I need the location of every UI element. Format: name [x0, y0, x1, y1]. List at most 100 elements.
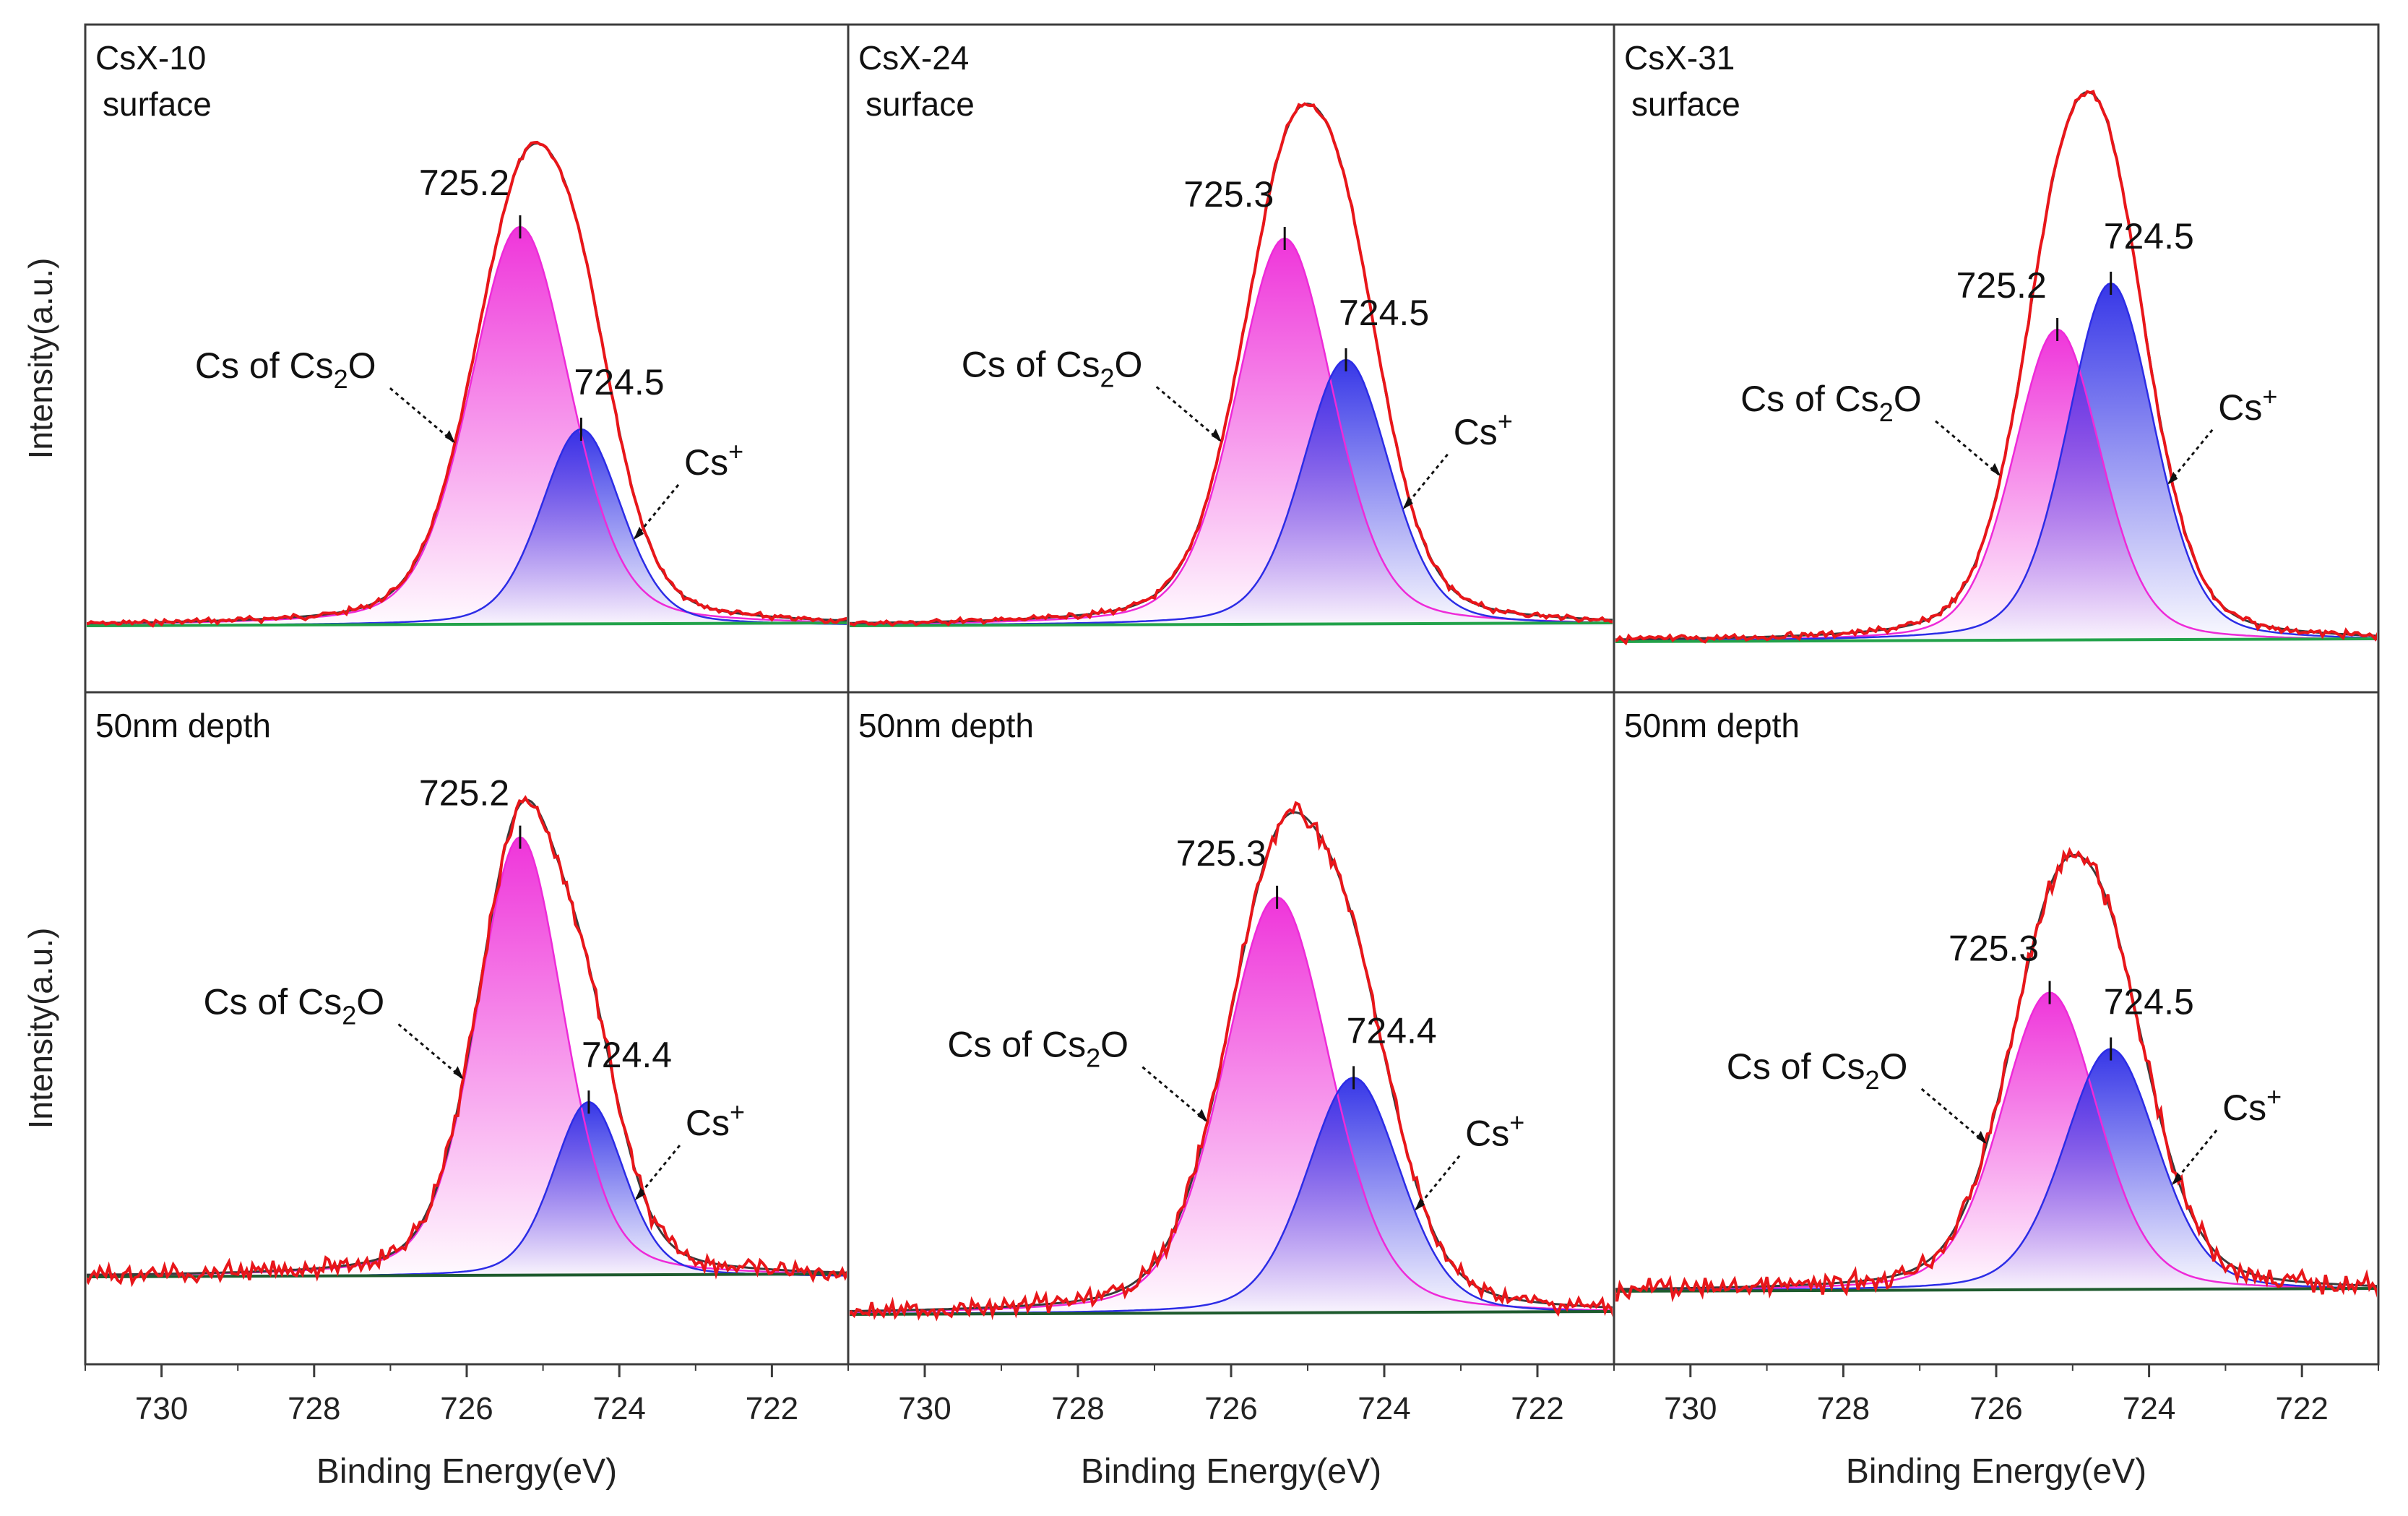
baseline — [850, 621, 1613, 627]
xps-panel: 725.2 Cs of Cs2O 724.5 Cs+ CsX-10 surface — [87, 39, 847, 628]
x-tick-label: 722 — [1511, 1391, 1563, 1426]
x-axis-label: Binding Energy(eV) — [1846, 1452, 2146, 1491]
x-tick-label: 730 — [898, 1391, 951, 1426]
x-tick-label: 728 — [1817, 1391, 1870, 1426]
cs2o-component-line — [850, 896, 1613, 1313]
plot-area — [850, 102, 1613, 627]
panel-subtitle: surface — [866, 85, 975, 123]
csplus-component-fill — [1615, 1048, 2377, 1291]
x-tick-label: 728 — [1051, 1391, 1104, 1426]
y-axis-label: Intensity(a.u.) — [22, 258, 59, 460]
x-tick-label: 722 — [2275, 1391, 2328, 1426]
plot-area — [87, 140, 847, 628]
raw-spectrum — [850, 102, 1613, 627]
csplus-peak-label: 724.5 — [1339, 293, 1429, 333]
arrow-head — [634, 1187, 645, 1201]
x-tick-label: 726 — [440, 1391, 493, 1426]
panel-subtitle: surface — [103, 85, 212, 123]
xps-panel: 725.3 Cs of Cs2O 724.4 Cs+ 50nm depth — [850, 707, 1613, 1322]
cs2o-name-label: Cs of Cs2O — [1740, 379, 1922, 427]
x-tick-label: 724 — [1358, 1391, 1410, 1426]
label-leader — [1920, 1088, 1988, 1145]
panel-title: CsX-31 — [1624, 39, 1735, 77]
panel-title: 50nm depth — [858, 707, 1034, 744]
cs2o-peak-label: 725.2 — [419, 163, 509, 203]
panel-title: CsX-24 — [858, 39, 969, 77]
x-tick-label: 722 — [746, 1391, 798, 1426]
x-tick-label: 730 — [135, 1391, 188, 1426]
raw-spectrum — [87, 140, 847, 628]
plot-area — [850, 801, 1613, 1322]
raw-spectrum — [1615, 847, 2377, 1303]
label-leader — [1155, 386, 1222, 443]
cs2o-component-line — [850, 237, 1613, 625]
cs2o-name-label: Cs of Cs2O — [195, 345, 376, 394]
label-leader — [1142, 1066, 1209, 1123]
arrow-head — [453, 1066, 464, 1080]
xps-panel: 725.2 Cs of Cs2O 724.5 Cs+ CsX-31 surface — [1615, 39, 2377, 646]
label-leader — [389, 387, 456, 444]
x-tick-label: 726 — [1969, 1391, 2022, 1426]
csplus-peak-label: 724.4 — [1347, 1010, 1437, 1051]
cs2o-peak-label: 725.3 — [1183, 174, 1274, 215]
arrow-head — [1402, 496, 1413, 509]
arrow-head — [444, 430, 455, 444]
x-tick-label: 728 — [288, 1391, 340, 1426]
label-leader — [397, 1023, 465, 1080]
arrow-head — [2172, 1172, 2183, 1186]
csplus-peak-label: 724.4 — [582, 1035, 672, 1075]
csplus-name-label: Cs+ — [686, 1097, 745, 1143]
x-tick-label: 726 — [1204, 1391, 1257, 1426]
xps-panel: 725.2 Cs of Cs2O 724.4 Cs+ 50nm depth — [87, 707, 847, 1288]
panels-group: 725.2Cs of Cs2O 724.5Cs+CsX-10surface725.… — [87, 39, 2377, 1322]
arrow-head — [1990, 462, 2001, 476]
label-leader — [1935, 420, 2002, 477]
cs2o-component-fill — [1615, 330, 2377, 642]
arrow-head — [1197, 1108, 1208, 1122]
xps-panel: 725.3 Cs of Cs2O 724.5 Cs+ CsX-24 surface — [850, 39, 1613, 627]
x-axis-label: Binding Energy(eV) — [316, 1452, 617, 1491]
x-tick-label: 730 — [1664, 1391, 1717, 1426]
panel-title: CsX-10 — [95, 39, 206, 77]
arrow-head — [1211, 428, 1222, 442]
arrow-head — [1415, 1197, 1425, 1211]
y-axis-label: Intensity(a.u.) — [22, 928, 59, 1129]
csplus-peak-label: 724.5 — [574, 362, 664, 402]
baseline — [1615, 637, 2377, 643]
cs2o-peak-label: 725.2 — [1956, 265, 2047, 306]
plot-area — [1615, 90, 2377, 646]
x-tick-label: 724 — [592, 1391, 645, 1426]
raw-spectrum — [1615, 90, 2377, 646]
panel-title: 50nm depth — [1624, 707, 1800, 744]
panel-title: 50nm depth — [95, 707, 271, 744]
csplus-peak-label: 724.5 — [2104, 982, 2194, 1022]
cs2o-component-fill — [850, 897, 1613, 1314]
csplus-name-label: Cs+ — [1465, 1108, 1524, 1154]
plot-area — [1615, 847, 2377, 1303]
raw-spectrum — [87, 795, 847, 1288]
csplus-component-fill — [850, 1077, 1613, 1314]
x-tick-label: 724 — [2123, 1391, 2175, 1426]
x-axis-label: Binding Energy(eV) — [1081, 1452, 1381, 1491]
outer-axes-group: 730 728 726 724 722 Binding Energy(eV) 730 728 7… — [22, 23, 2380, 1491]
csplus-name-label: Cs+ — [2218, 382, 2277, 428]
baseline — [850, 1310, 1613, 1316]
panel-subtitle: surface — [1631, 85, 1740, 123]
cs2o-peak-label: 725.3 — [1949, 929, 2039, 969]
cs2o-peak-label: 725.2 — [419, 773, 509, 814]
cs2o-name-label: Cs of Cs2O — [962, 344, 1143, 392]
cs2o-name-label: Cs of Cs2O — [1727, 1046, 1908, 1095]
cs2o-component-fill — [1615, 992, 2377, 1291]
csplus-name-label: Cs+ — [1454, 406, 1513, 452]
cs2o-name-label: Cs of Cs2O — [204, 981, 385, 1030]
cs2o-component-fill — [850, 238, 1613, 626]
plot-area — [87, 795, 847, 1288]
arrow-head — [634, 526, 644, 540]
cs2o-peak-label: 725.3 — [1176, 833, 1266, 874]
csplus-name-label: Cs+ — [684, 436, 743, 483]
xps-panel: 725.3 Cs of Cs2O 724.5 Cs+ 50nm depth — [1615, 707, 2377, 1303]
csplus-name-label: Cs+ — [2222, 1082, 2282, 1128]
baseline — [87, 621, 847, 627]
raw-spectrum — [850, 801, 1613, 1322]
